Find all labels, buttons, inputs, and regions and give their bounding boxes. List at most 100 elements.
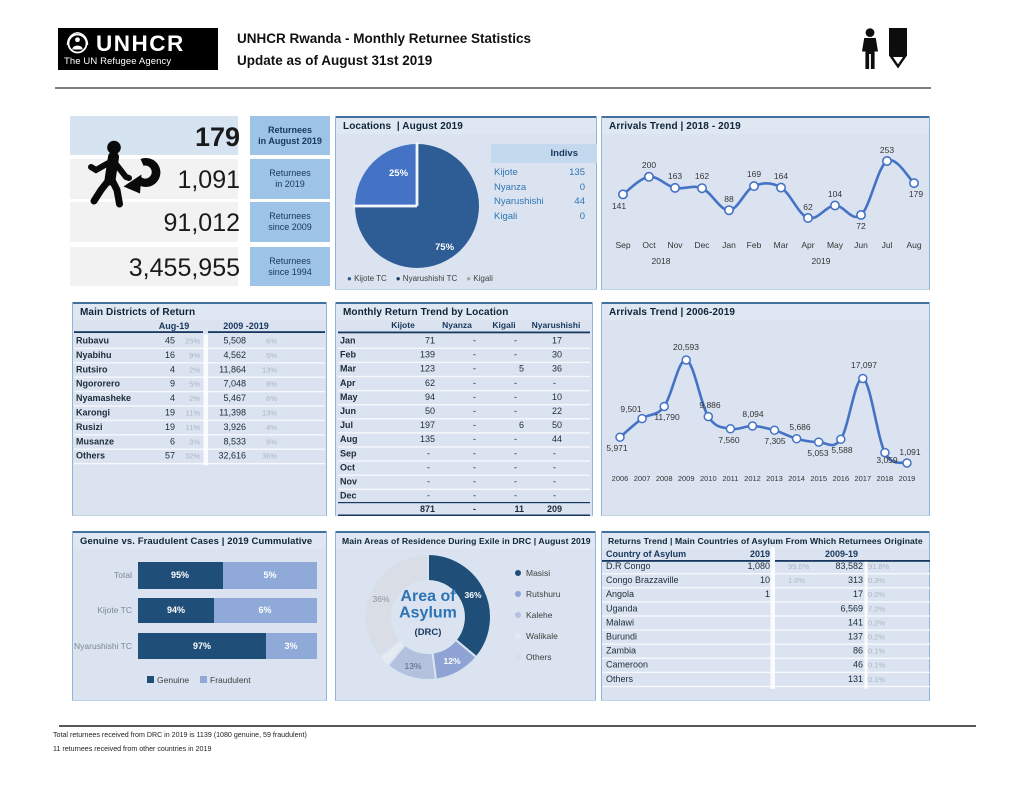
svg-text:3,926: 3,926: [223, 422, 246, 432]
svg-text:-: -: [427, 462, 430, 472]
svg-text:169: 169: [747, 169, 761, 179]
svg-text:-: -: [514, 406, 517, 416]
svg-text:-: -: [514, 477, 517, 487]
svg-text:-: -: [473, 504, 476, 514]
svg-text:46: 46: [853, 660, 863, 670]
svg-text:6: 6: [170, 436, 175, 446]
svg-text:Oct: Oct: [340, 462, 355, 472]
svg-text:Nov: Nov: [340, 477, 357, 487]
svg-text:Dec: Dec: [694, 240, 710, 250]
svg-text:-: -: [473, 364, 476, 374]
svg-text:2013: 2013: [766, 474, 783, 483]
svg-text:2019: 2019: [899, 474, 916, 483]
svg-text:6%: 6%: [258, 605, 271, 615]
svg-text:Jan: Jan: [340, 336, 356, 346]
svg-text:Feb: Feb: [747, 240, 762, 250]
svg-text:-: -: [553, 491, 556, 501]
svg-text:1.0%: 1.0%: [788, 576, 805, 585]
svg-text:9%: 9%: [266, 437, 277, 446]
svg-text:17: 17: [552, 336, 562, 346]
svg-text:Rusizi: Rusizi: [76, 422, 103, 432]
svg-text:2006: 2006: [612, 474, 629, 483]
svg-text:5,053: 5,053: [807, 448, 829, 458]
svg-text:3,059: 3,059: [876, 455, 898, 465]
svg-text:94%: 94%: [167, 605, 185, 615]
svg-text:2009: 2009: [678, 474, 695, 483]
svg-text:Jul: Jul: [340, 420, 353, 430]
svg-text:Sep: Sep: [615, 240, 630, 250]
svg-text:Aug: Aug: [340, 434, 358, 444]
svg-text:Apr: Apr: [340, 378, 356, 388]
svg-text:-: -: [553, 448, 556, 458]
svg-text:Rubavu: Rubavu: [76, 336, 109, 346]
svg-text:17: 17: [853, 589, 863, 599]
svg-text:0.1%: 0.1%: [868, 675, 885, 684]
svg-text:May: May: [827, 240, 844, 250]
svg-text:2018: 2018: [877, 474, 894, 483]
svg-text:-: -: [473, 392, 476, 402]
svg-text:2011: 2011: [722, 474, 738, 483]
svg-text:5,467: 5,467: [223, 393, 246, 403]
svg-text:5%: 5%: [189, 380, 200, 389]
svg-text:Kalehe: Kalehe: [526, 610, 553, 620]
svg-text:13%: 13%: [262, 409, 277, 418]
svg-text:91.8%: 91.8%: [868, 562, 890, 571]
svg-text:10: 10: [552, 392, 562, 402]
svg-text:2%: 2%: [189, 365, 200, 374]
svg-text:6,569: 6,569: [840, 603, 863, 613]
svg-text:162: 162: [695, 171, 709, 181]
svg-text:99.0%: 99.0%: [788, 562, 810, 571]
svg-text:7,305: 7,305: [764, 436, 786, 446]
svg-text:Sep: Sep: [340, 448, 357, 458]
svg-text:Rutshuru: Rutshuru: [526, 589, 561, 599]
svg-text:Oct: Oct: [642, 240, 656, 250]
svg-text:Nyabihu: Nyabihu: [76, 350, 112, 360]
svg-text:88: 88: [724, 194, 734, 204]
svg-text:11,790: 11,790: [654, 412, 680, 422]
svg-text:197: 197: [420, 420, 435, 430]
svg-text:3%: 3%: [189, 437, 200, 446]
svg-text:7.2%: 7.2%: [868, 604, 885, 613]
svg-text:179: 179: [909, 189, 923, 199]
svg-text:Nyamasheke: Nyamasheke: [76, 393, 131, 403]
svg-text:5,588: 5,588: [831, 445, 853, 455]
svg-text:5%: 5%: [266, 351, 277, 360]
svg-text:0.1%: 0.1%: [868, 661, 885, 670]
svg-text:Jun: Jun: [854, 240, 868, 250]
svg-text:-: -: [473, 448, 476, 458]
svg-text:Cameroon: Cameroon: [606, 660, 648, 670]
svg-text:Uganda: Uganda: [606, 603, 638, 613]
svg-text:19: 19: [165, 422, 175, 432]
svg-text:Jan: Jan: [722, 240, 736, 250]
svg-text:11,864: 11,864: [219, 364, 246, 374]
svg-text:Kigali: Kigali: [492, 320, 515, 330]
svg-text:4: 4: [170, 393, 175, 403]
svg-text:D.R Congo: D.R Congo: [606, 561, 651, 571]
svg-text:19: 19: [165, 408, 175, 418]
svg-text:-: -: [514, 434, 517, 444]
svg-text:62: 62: [803, 202, 813, 212]
svg-text:137: 137: [848, 632, 863, 642]
svg-text:10: 10: [760, 575, 770, 585]
svg-text:123: 123: [420, 364, 435, 374]
svg-text:5,508: 5,508: [223, 336, 246, 346]
svg-text:Aug: Aug: [906, 240, 921, 250]
svg-text:Congo Brazzaville: Congo Brazzaville: [606, 575, 679, 585]
svg-text:Burundi: Burundi: [606, 632, 637, 642]
svg-text:1,080: 1,080: [747, 561, 770, 571]
svg-text:2010: 2010: [700, 474, 717, 483]
svg-text:-: -: [514, 378, 517, 388]
svg-text:50: 50: [552, 420, 562, 430]
svg-text:Genuine: Genuine: [157, 675, 189, 685]
svg-text:-: -: [514, 392, 517, 402]
svg-text:135: 135: [420, 434, 435, 444]
svg-text:0.3%: 0.3%: [868, 576, 885, 585]
svg-text:6: 6: [519, 420, 524, 430]
svg-text:16: 16: [165, 350, 175, 360]
svg-text:62: 62: [425, 378, 435, 388]
svg-text:1,091: 1,091: [899, 447, 921, 457]
svg-text:44: 44: [552, 434, 562, 444]
svg-text:Ngororero: Ngororero: [76, 379, 121, 389]
svg-text:8,094: 8,094: [742, 409, 764, 419]
svg-text:11,398: 11,398: [219, 408, 246, 418]
